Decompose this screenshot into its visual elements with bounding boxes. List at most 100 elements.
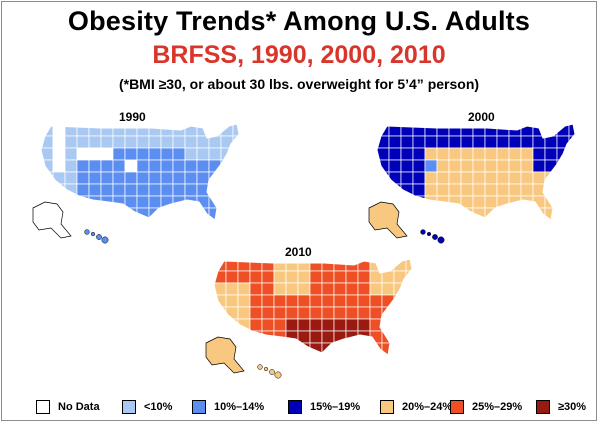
state-region (532, 219, 546, 220)
state-region (124, 147, 138, 161)
state-region (544, 183, 558, 197)
state-region (472, 195, 486, 209)
state-region (377, 159, 390, 173)
state-region (436, 135, 450, 149)
state-region (424, 207, 438, 220)
state-region (520, 159, 534, 173)
state-region (412, 135, 426, 149)
state-region (405, 342, 412, 355)
state-region (544, 219, 558, 220)
state-region (112, 159, 126, 173)
bmi-footnote: (*BMI ≥30, or about 30 lbs. overweight f… (118, 76, 480, 92)
state-region (400, 219, 414, 220)
state-region (345, 306, 359, 320)
state-region (184, 135, 198, 149)
state-region (237, 354, 251, 355)
state-region (64, 207, 78, 220)
state-region (172, 219, 186, 220)
state-region (112, 183, 126, 197)
state-region (448, 171, 462, 185)
hawaii-island (269, 369, 275, 375)
state-region (436, 219, 450, 220)
state-region (273, 270, 287, 284)
state-region (88, 219, 102, 220)
map-year-2000: 2000 (468, 110, 495, 124)
state-region (309, 330, 323, 344)
state-region (309, 270, 323, 284)
state-region (285, 294, 299, 308)
state-region (520, 135, 534, 149)
state-region (400, 195, 414, 209)
state-region (436, 147, 450, 161)
hawaii-island (274, 371, 282, 379)
state-region (496, 171, 510, 185)
state-region (112, 195, 126, 209)
state-region (436, 207, 450, 220)
state-region (273, 354, 287, 355)
state-region (160, 207, 174, 220)
state-region (333, 270, 347, 284)
state-region (112, 207, 126, 220)
state-region (297, 318, 311, 332)
state-region (321, 259, 335, 272)
state-region (496, 147, 510, 161)
state-region (237, 294, 251, 308)
state-region (297, 354, 311, 355)
state-region (249, 259, 263, 272)
state-region (556, 195, 570, 209)
state-region (405, 306, 412, 320)
state-region (136, 183, 150, 197)
state-region (520, 183, 534, 197)
state-region (297, 282, 311, 296)
state-region (273, 342, 287, 355)
state-region (508, 171, 522, 185)
state-region (484, 219, 498, 220)
state-region (393, 318, 407, 332)
state-region (261, 342, 275, 355)
state-region (436, 159, 450, 173)
state-region (333, 259, 347, 272)
state-region (381, 270, 395, 284)
state-region (100, 183, 114, 197)
state-region (436, 124, 450, 137)
state-region (52, 135, 66, 149)
legend-label: 15%–19% (310, 401, 361, 413)
state-region (285, 354, 299, 355)
page-title: Obesity Trends* Among U.S. Adults (67, 6, 531, 36)
state-region (412, 147, 426, 161)
state-region (160, 219, 174, 220)
state-region (100, 147, 114, 161)
state-region (208, 183, 222, 197)
state-region (400, 135, 414, 149)
state-region (112, 135, 126, 149)
state-region (388, 147, 402, 161)
state-region (556, 207, 570, 220)
state-region (261, 282, 275, 296)
state-region (148, 207, 162, 220)
state-region (76, 124, 90, 137)
state-region (357, 330, 371, 344)
state-region (508, 159, 522, 173)
state-region (424, 183, 438, 197)
state-region (405, 330, 412, 344)
state-region (472, 171, 486, 185)
state-region (393, 330, 407, 344)
state-region (393, 354, 407, 355)
state-region (568, 159, 575, 173)
state-region (436, 171, 450, 185)
state-region (273, 318, 287, 332)
state-region (160, 159, 174, 173)
state-region (64, 171, 78, 185)
state-region (472, 124, 486, 137)
state-region (508, 207, 522, 220)
state-region (460, 124, 474, 137)
hawaii-island (84, 229, 90, 235)
state-region (496, 124, 510, 137)
state-region (377, 183, 390, 197)
state-region (556, 219, 570, 220)
state-region (232, 207, 239, 220)
state-region (388, 171, 402, 185)
state-region (381, 282, 395, 296)
state-region (237, 259, 251, 272)
state-region (472, 183, 486, 197)
